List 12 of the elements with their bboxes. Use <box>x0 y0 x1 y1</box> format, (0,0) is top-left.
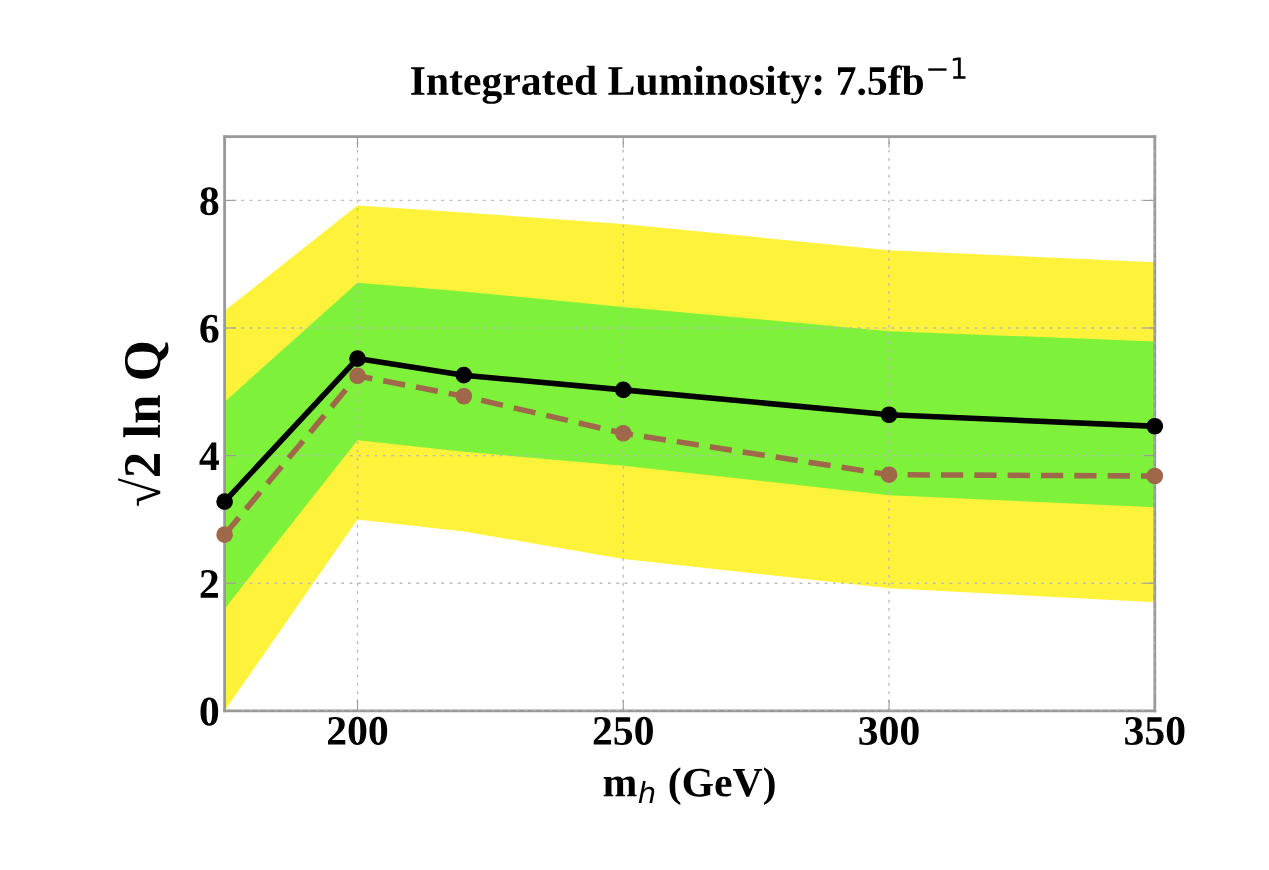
x-axis-title: m$_{h}$ (GeV) <box>603 767 775 806</box>
y-tick-label: 6 <box>200 314 219 343</box>
y-tick-label: 2 <box>200 570 218 598</box>
y-tick-label: 8 <box>200 187 219 216</box>
y-axis-title: √2 ln Q <box>118 342 169 506</box>
x-tick-label: 350 <box>1125 716 1185 745</box>
y-tick-label: 0 <box>200 697 219 726</box>
chart-title: Integrated Luminosity: 7.5fb$^{−1}$ <box>411 57 966 104</box>
x-tick-label: 250 <box>593 716 653 745</box>
x-tick-label: 300 <box>859 716 919 745</box>
x-tick-label: 200 <box>328 716 388 745</box>
y-tick-label: 4 <box>199 442 219 471</box>
